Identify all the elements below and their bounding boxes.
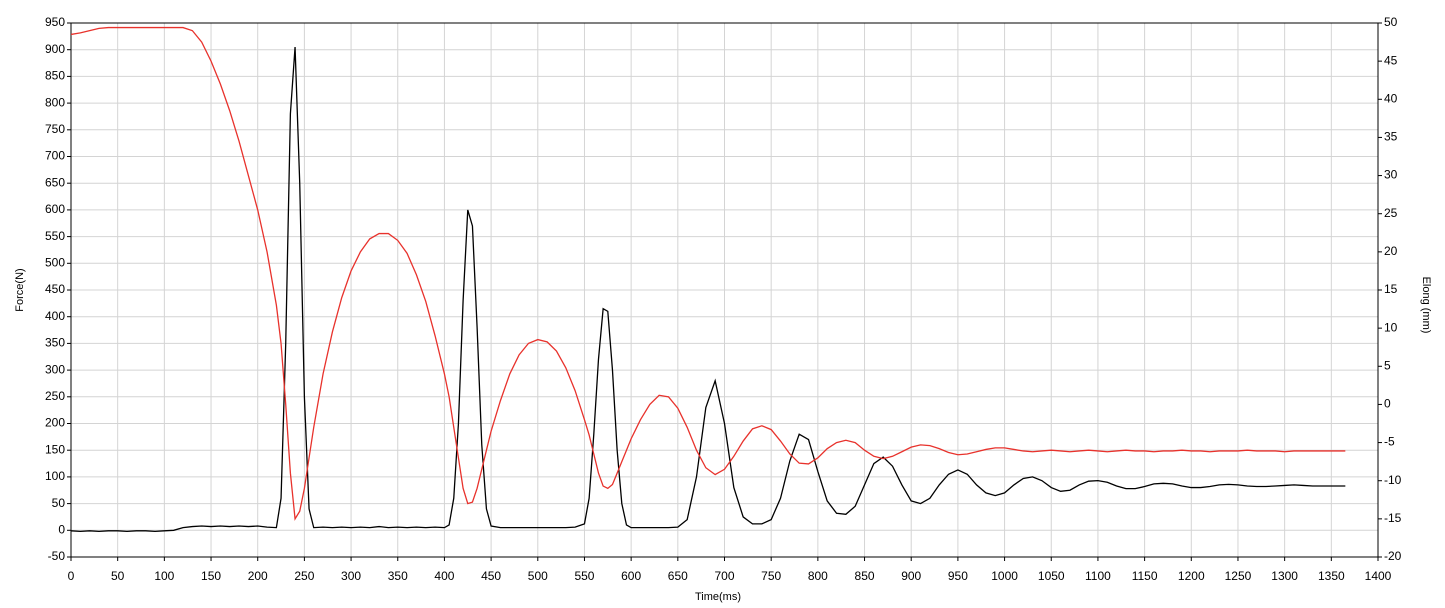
x-tick-label: 200 <box>248 569 268 583</box>
y-tick-label: 550 <box>45 229 65 243</box>
x-tick-label: 350 <box>388 569 408 583</box>
y-tick-label: 350 <box>45 336 65 350</box>
y-tick-label: 700 <box>45 149 65 163</box>
x-tick-label: 700 <box>714 569 734 583</box>
y2-tick-label: 45 <box>1384 53 1398 67</box>
x-tick-label: 1000 <box>991 569 1018 583</box>
x-tick-label: 1100 <box>1085 569 1111 583</box>
y2-tick-label: 15 <box>1384 282 1398 296</box>
series-line <box>70 26 1346 521</box>
x-tick-label: 900 <box>901 569 921 583</box>
y-tick-label: 250 <box>45 389 65 403</box>
series-line <box>70 46 1346 533</box>
x-tick-label: 650 <box>668 569 688 583</box>
y2-tick-label: 20 <box>1384 244 1398 258</box>
x-tick-label: 0 <box>68 569 75 583</box>
y-tick-label: 800 <box>45 95 65 109</box>
x-tick-label: 1350 <box>1318 569 1345 583</box>
y2-tick-label: 10 <box>1384 320 1398 334</box>
y2-axis-label: Elong (mm) <box>1420 277 1432 334</box>
y2-tick-label: 25 <box>1384 206 1398 220</box>
x-axis-label: Time(ms) <box>695 591 741 603</box>
x-tick-label: 300 <box>341 569 361 583</box>
x-tick-label: 250 <box>294 569 314 583</box>
x-tick-label: 1050 <box>1038 569 1065 583</box>
y2-tick-label: 0 <box>1384 397 1391 411</box>
y-tick-label: 600 <box>45 202 65 216</box>
y2-tick-label: -10 <box>1384 473 1402 487</box>
y-tick-label: 50 <box>52 496 66 510</box>
x-tick-label: 950 <box>948 569 968 583</box>
y2-tick-label: 5 <box>1384 358 1391 372</box>
y-tick-label: 750 <box>45 122 65 136</box>
y-tick-label: 450 <box>45 282 65 296</box>
x-tick-label: 1250 <box>1225 569 1252 583</box>
x-tick-label: 550 <box>574 569 594 583</box>
x-tick-label: 1400 <box>1365 569 1392 583</box>
y2-tick-label: 35 <box>1384 130 1398 144</box>
x-tick-label: 750 <box>761 569 781 583</box>
y-tick-label: 950 <box>45 15 65 29</box>
y2-tick-label: 40 <box>1384 91 1398 105</box>
x-tick-label: 450 <box>481 569 501 583</box>
y-tick-label: 0 <box>58 522 65 536</box>
y-tick-label: 100 <box>45 469 65 483</box>
x-tick-label: 500 <box>528 569 548 583</box>
x-tick-label: 1300 <box>1271 569 1298 583</box>
y-tick-label: 200 <box>45 416 65 430</box>
y-axis-label: Force(N) <box>14 268 26 311</box>
y2-tick-label: 30 <box>1384 168 1398 182</box>
y2-tick-label: -5 <box>1384 435 1395 449</box>
y2-tick-label: 50 <box>1384 15 1398 29</box>
y-tick-label: 150 <box>45 442 65 456</box>
y-tick-label: 850 <box>45 69 65 83</box>
y-tick-label: 900 <box>45 42 65 56</box>
x-tick-label: 100 <box>154 569 174 583</box>
y-tick-label: 500 <box>45 255 65 269</box>
y-tick-label: 400 <box>45 309 65 323</box>
plot-frame <box>70 22 1379 558</box>
x-tick-label: 600 <box>621 569 641 583</box>
x-tick-label: 1150 <box>1132 569 1158 583</box>
x-tick-label: 150 <box>201 569 221 583</box>
x-tick-label: 400 <box>434 569 454 583</box>
y2-tick-label: -20 <box>1384 549 1402 563</box>
x-tick-label: 800 <box>808 569 828 583</box>
y2-tick-label: -15 <box>1384 511 1402 525</box>
y-tick-label: 300 <box>45 362 65 376</box>
y-tick-label: 650 <box>45 175 65 189</box>
y-tick-label: -50 <box>48 549 66 563</box>
x-tick-label: 1200 <box>1178 569 1205 583</box>
x-tick-label: 850 <box>855 569 875 583</box>
x-tick-label: 50 <box>111 569 125 583</box>
